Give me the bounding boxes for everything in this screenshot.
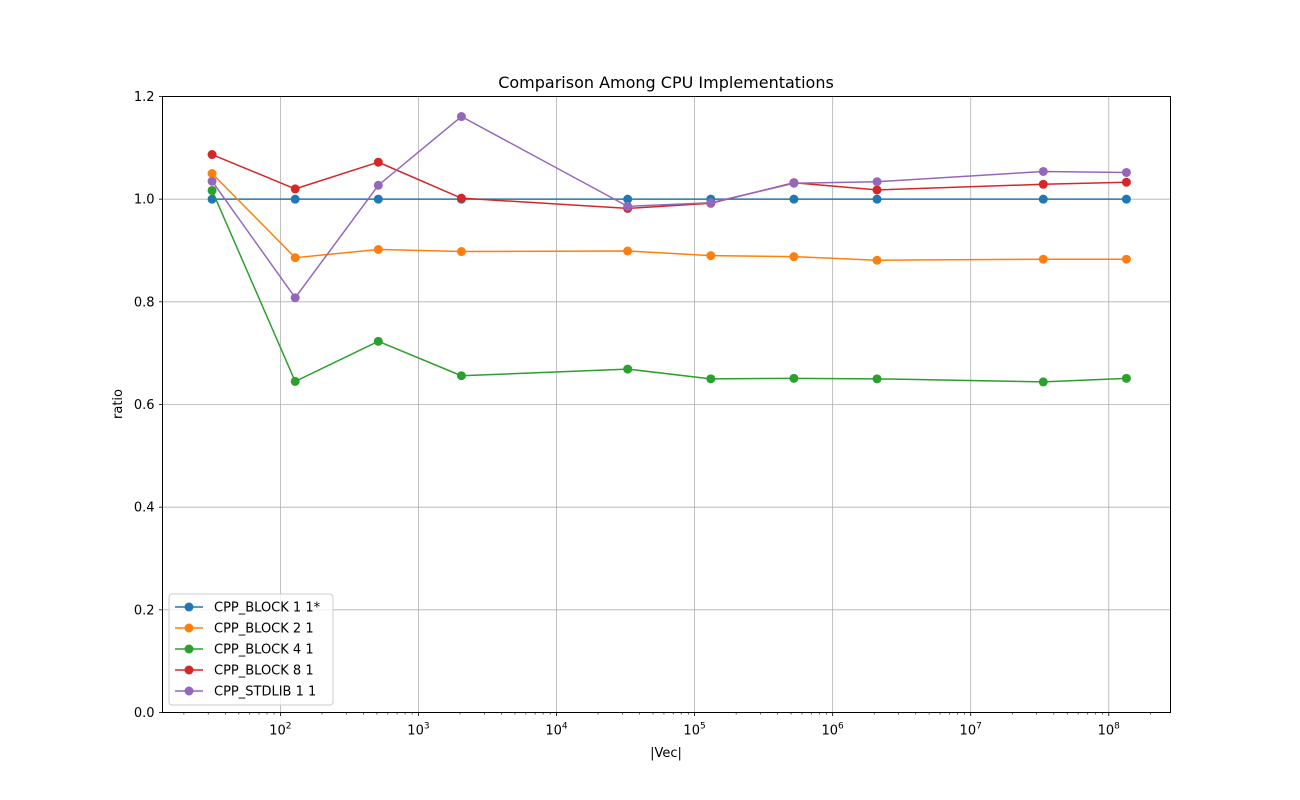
data-point [706, 374, 716, 384]
data-point [1038, 166, 1048, 176]
data-point [1038, 194, 1048, 204]
x-tick-label: 108 [1098, 722, 1121, 739]
legend-label: CPP_BLOCK 4 1 [214, 643, 314, 658]
legend-swatch-marker [184, 623, 194, 633]
y-tick-label: 1.2 [134, 90, 155, 105]
legend-frame [168, 593, 334, 706]
y-tick-label: 0.0 [134, 706, 155, 721]
chart-title: Comparison Among CPU Implementations [498, 73, 834, 92]
x-tick-base: 10 [545, 724, 562, 739]
data-point [207, 185, 217, 195]
data-point [1038, 179, 1048, 189]
data-point [373, 157, 383, 167]
data-point [623, 194, 633, 204]
x-tick-label: 102 [269, 722, 291, 739]
data-point [456, 193, 466, 203]
data-point [872, 255, 882, 265]
data-point [623, 201, 633, 211]
data-point [1038, 254, 1048, 264]
data-point [789, 194, 799, 204]
data-point [789, 252, 799, 262]
x-tick-base: 10 [683, 724, 700, 739]
data-point [1121, 254, 1131, 264]
y-tick-label: 1.0 [134, 193, 155, 208]
y-axis-label: ratio [111, 389, 126, 419]
data-point [207, 150, 217, 160]
y-tick-label: 0.8 [134, 295, 155, 310]
legend-swatch-marker [184, 665, 194, 675]
x-tick-label: 106 [821, 722, 844, 739]
legend-label: CPP_BLOCK 2 1 [214, 622, 314, 637]
legend: CPP_BLOCK 1 1* CPP_BLOCK 2 1 CPP_BLOCK 4 1… [168, 593, 334, 706]
data-point [456, 371, 466, 381]
x-tick-exponent: 6 [838, 722, 844, 732]
series-line [211, 190, 1127, 383]
x-tick-exponent: 5 [700, 722, 706, 732]
x-tick-base: 10 [1098, 724, 1115, 739]
legend-swatch-marker [184, 686, 194, 696]
legend-swatch-marker [184, 644, 194, 654]
data-point [872, 194, 882, 204]
x-tick-base: 10 [269, 724, 286, 739]
data-point [290, 253, 300, 263]
data-point [290, 184, 300, 194]
data-point [623, 364, 633, 374]
data-point [1038, 377, 1048, 387]
legend-label: CPP_STDLIB 1 1 [214, 685, 316, 700]
x-tick-label: 103 [407, 722, 429, 739]
y-tick-label: 0.2 [134, 603, 155, 618]
data-point [623, 246, 633, 256]
x-tick-exponent: 7 [976, 722, 982, 732]
series-line [211, 153, 1127, 210]
series-layer [207, 112, 1131, 387]
data-point [373, 244, 383, 254]
data-point [789, 178, 799, 188]
data-point [706, 198, 716, 208]
data-point [373, 194, 383, 204]
x-tick-label: 107 [960, 722, 982, 739]
data-point [290, 376, 300, 386]
data-point [872, 185, 882, 195]
x-tick-label: 104 [545, 722, 568, 739]
data-point [1121, 373, 1131, 383]
data-point [1121, 167, 1131, 177]
x-tick-base: 10 [821, 724, 838, 739]
x-tick-exponent: 4 [562, 722, 568, 732]
x-axis-label: |Vec| [650, 746, 682, 761]
y-tick-label: 0.4 [134, 501, 155, 516]
data-point [456, 112, 466, 122]
data-point [373, 180, 383, 190]
legend-label: CPP_BLOCK 1 1* [214, 601, 321, 616]
series-line [211, 115, 1127, 299]
data-point [789, 373, 799, 383]
data-point [373, 336, 383, 346]
x-tick-exponent: 3 [424, 722, 430, 732]
legend-swatch-marker [184, 602, 194, 612]
legend-label: CPP_BLOCK 8 1 [214, 664, 314, 679]
x-tick-exponent: 2 [286, 722, 292, 732]
x-tick-base: 10 [960, 724, 977, 739]
data-point [872, 374, 882, 384]
data-point [207, 169, 217, 178]
data-point [1121, 177, 1131, 187]
data-point [207, 176, 217, 186]
data-point [872, 177, 882, 187]
data-point [1121, 194, 1131, 204]
x-tick-exponent: 8 [1114, 722, 1120, 732]
series-line [211, 172, 1127, 261]
data-point [290, 293, 300, 303]
y-tick-label: 0.6 [134, 398, 155, 413]
x-tick-base: 10 [407, 724, 424, 739]
data-point [290, 194, 300, 204]
x-tick-label: 105 [683, 722, 705, 739]
data-point [456, 247, 466, 257]
data-point [706, 251, 716, 261]
